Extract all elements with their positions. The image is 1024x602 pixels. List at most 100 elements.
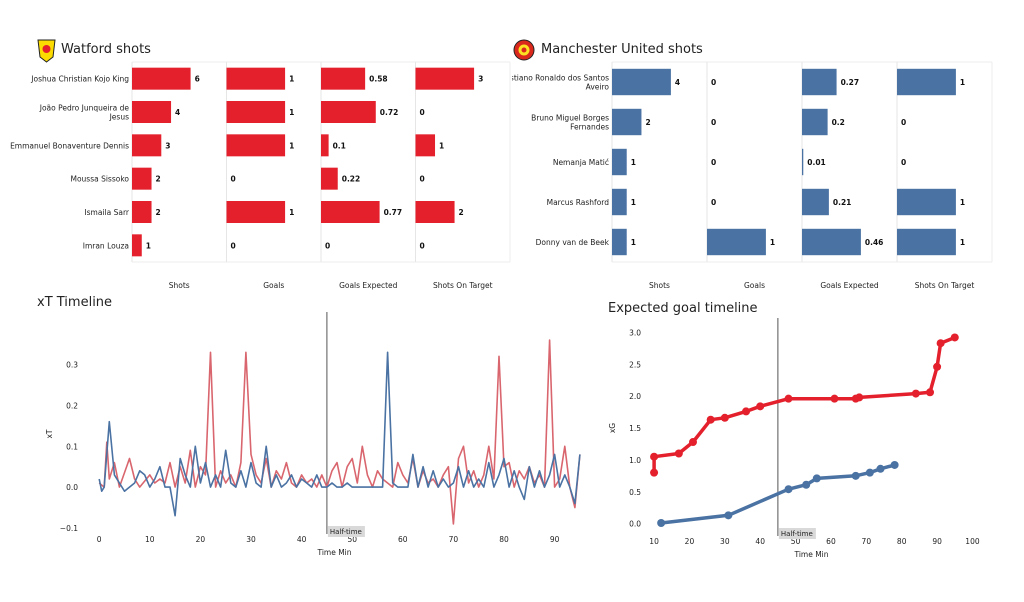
player-name-label: Nemanja Matić xyxy=(553,158,609,167)
y-tick-label: 2.0 xyxy=(629,392,641,401)
bar-0-0 xyxy=(132,67,191,90)
bar-value-label: 1 xyxy=(289,108,294,117)
x-axis-label: Time Min xyxy=(793,550,828,559)
bar-0-3 xyxy=(612,188,627,216)
bar-1-4 xyxy=(707,228,766,256)
chart-title: Watford shots xyxy=(61,42,151,57)
y-tick-label: 0.0 xyxy=(66,483,78,492)
y-tick-label: 0.2 xyxy=(66,401,78,410)
x-tick-label: 10 xyxy=(649,537,659,546)
bar-1-2 xyxy=(226,134,286,157)
bar-value-label: 0 xyxy=(420,241,425,250)
data-point xyxy=(657,518,666,527)
bar-value-label: 0.1 xyxy=(333,141,346,150)
manutd-shots-chart: Manchester United shots Cristiano Ronald… xyxy=(512,39,993,290)
data-point xyxy=(784,485,793,494)
data-point xyxy=(851,471,860,480)
y-tick-label: −0.1 xyxy=(60,524,78,533)
bar-value-label: 1 xyxy=(631,198,636,207)
y-tick-label: 1.0 xyxy=(629,456,641,465)
bar-value-label: 0 xyxy=(420,108,425,117)
x-tick-label: 70 xyxy=(862,537,872,546)
metric-label: Shots xyxy=(169,281,190,290)
metric-label: Shots On Target xyxy=(433,281,493,290)
halftime-label-box xyxy=(778,528,816,539)
bar-0-1 xyxy=(612,108,642,136)
bar-value-label: 1 xyxy=(289,141,294,150)
metric-label: Goals Expected xyxy=(339,281,398,290)
player-name-label: Aveiro xyxy=(586,83,610,92)
data-point xyxy=(876,464,885,473)
bar-0-5 xyxy=(132,234,142,257)
player-name-label: Jesus xyxy=(109,113,129,122)
bar-value-label: 1 xyxy=(289,208,294,217)
y-tick-label: 1.5 xyxy=(629,424,641,433)
data-point xyxy=(933,362,942,371)
bar-3-0 xyxy=(415,67,475,90)
y-tick-label: 3.0 xyxy=(629,328,641,337)
bar-value-label: 0 xyxy=(901,158,906,167)
bar-3-0 xyxy=(897,68,956,96)
x-tick-label: 10 xyxy=(145,535,155,544)
series-line-1 xyxy=(98,351,581,517)
x-tick-label: 30 xyxy=(246,535,256,544)
bar-value-label: 0 xyxy=(711,78,716,87)
chart-title: Expected goal timeline xyxy=(608,301,758,316)
metric-label: Shots xyxy=(649,281,670,290)
data-point xyxy=(724,511,733,520)
bar-value-label: 0.77 xyxy=(384,208,403,217)
data-point xyxy=(911,389,920,398)
data-point xyxy=(812,474,821,483)
bar-1-0 xyxy=(226,67,286,90)
bar-2-1 xyxy=(802,108,828,136)
y-tick-label: 0.5 xyxy=(629,488,641,497)
metric-label: Shots On Target xyxy=(915,281,975,290)
x-axis-label: Time Min xyxy=(316,548,351,557)
bar-3-4 xyxy=(415,201,455,223)
x-tick-label: 80 xyxy=(897,537,907,546)
bar-value-label: 0.58 xyxy=(369,75,388,84)
bar-value-label: 0 xyxy=(711,198,716,207)
bar-value-label: 0 xyxy=(231,241,236,250)
y-axis-label: xT xyxy=(45,429,54,438)
bar-0-0 xyxy=(612,68,671,96)
bar-value-label: 1 xyxy=(146,241,151,250)
bar-2-0 xyxy=(802,68,837,96)
bar-value-label: 2 xyxy=(156,208,161,217)
x-tick-label: 20 xyxy=(685,537,695,546)
x-tick-label: 50 xyxy=(347,535,357,544)
x-tick-label: 0 xyxy=(97,535,102,544)
halftime-label: Half-time xyxy=(330,528,362,536)
x-tick-label: 40 xyxy=(755,537,765,546)
data-point xyxy=(890,460,899,469)
watford-shots-chart: Watford shots Joshua Christian Kojo King… xyxy=(10,39,511,290)
halftime-label-box xyxy=(327,526,365,537)
bar-value-label: 0 xyxy=(231,175,236,184)
bar-value-label: 1 xyxy=(770,238,775,247)
data-point xyxy=(756,402,765,411)
player-name-label: Emmanuel Bonaventure Dennis xyxy=(10,141,129,150)
data-point xyxy=(802,480,811,489)
data-point xyxy=(650,468,659,477)
bar-value-label: 0 xyxy=(901,118,906,127)
xg-timeline-panel: Expected goal timeline 10 20 30 40 50 60 70 80 9… xyxy=(600,290,1024,602)
bar-1-4 xyxy=(226,201,286,223)
bar-0-4 xyxy=(612,228,627,256)
bar-value-label: 0 xyxy=(325,241,330,250)
bar-value-label: 1 xyxy=(289,75,294,84)
data-point xyxy=(830,394,839,403)
bar-value-label: 0.2 xyxy=(832,118,845,127)
bar-3-2 xyxy=(415,134,436,157)
x-tick-label: 70 xyxy=(449,535,459,544)
x-tick-label: 20 xyxy=(196,535,206,544)
bar-2-2 xyxy=(321,134,329,157)
bar-2-1 xyxy=(321,101,376,123)
bar-value-label: 0 xyxy=(711,158,716,167)
bar-value-label: 0.46 xyxy=(865,238,884,247)
bar-value-label: 1 xyxy=(439,141,444,150)
bar-value-label: 0.21 xyxy=(833,198,852,207)
data-point xyxy=(855,393,864,402)
bar-value-label: 4 xyxy=(175,108,180,117)
data-point xyxy=(720,413,729,422)
bar-1-1 xyxy=(226,101,286,123)
